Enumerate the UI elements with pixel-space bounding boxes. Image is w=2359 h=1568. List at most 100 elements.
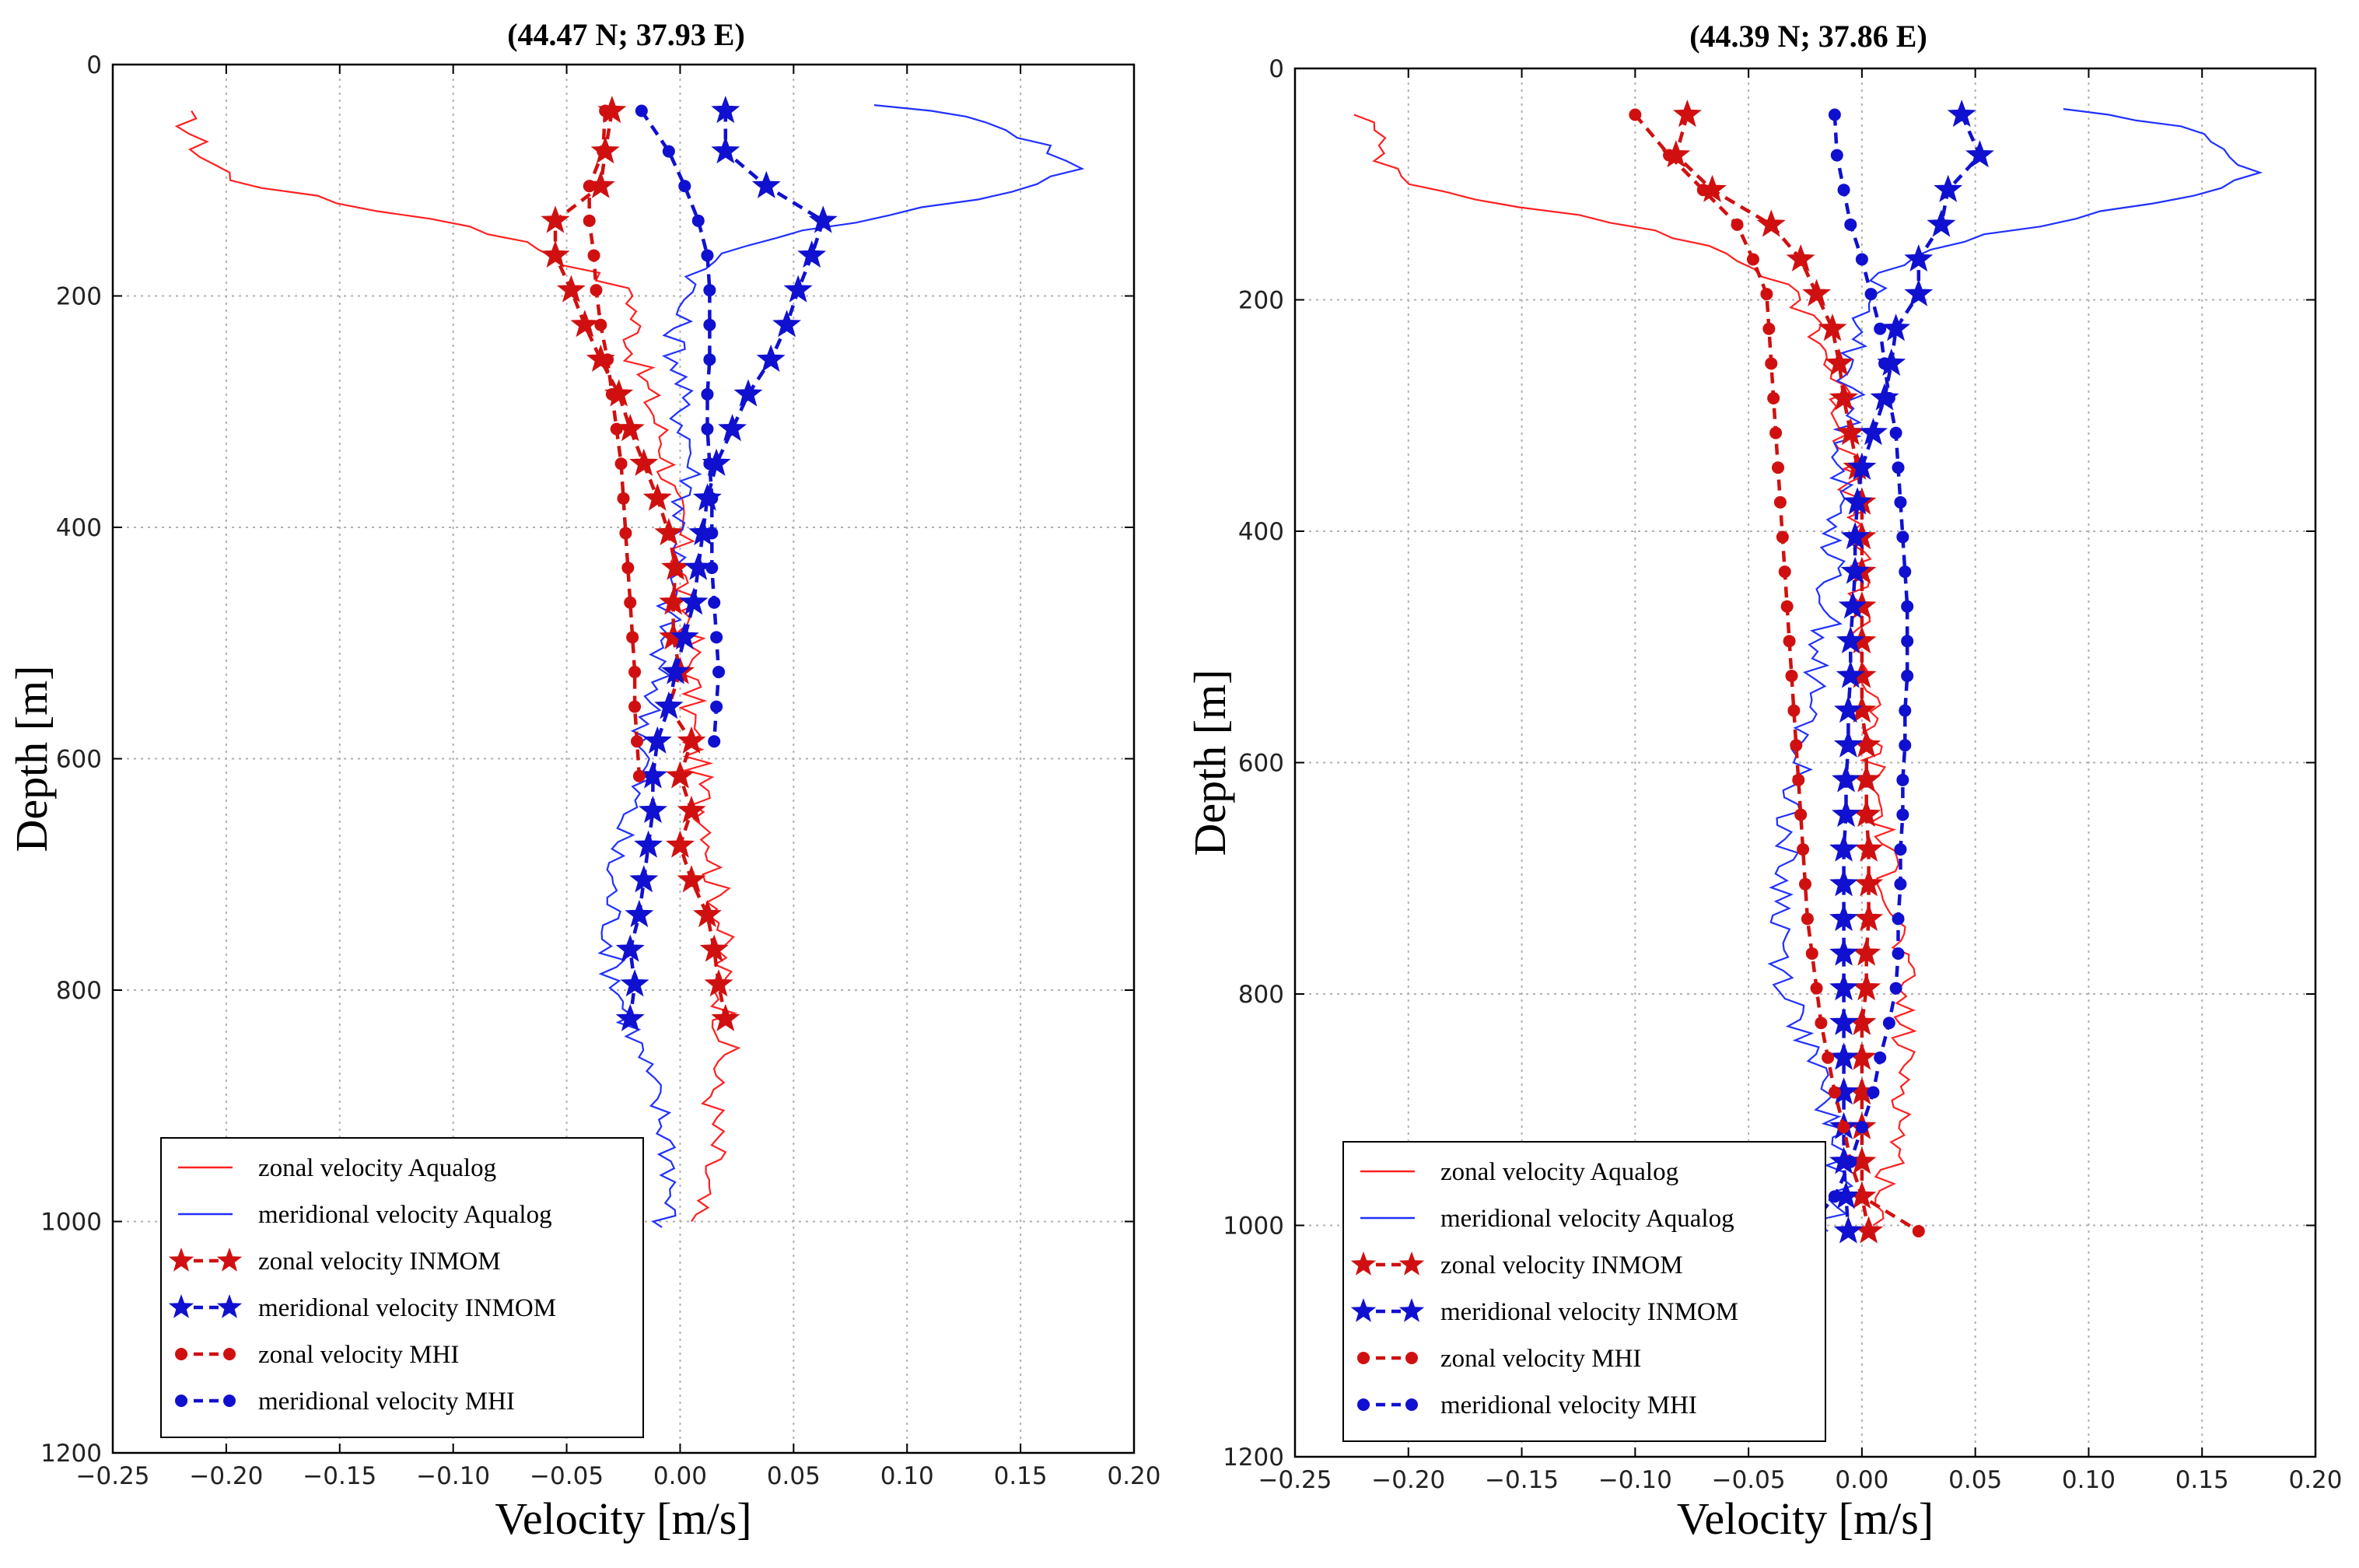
x-tick-label: −0.20 bbox=[189, 1462, 263, 1490]
chart-title: (44.47 N; 37.93 E) bbox=[507, 17, 745, 52]
series-zonal-velocity-mhi bbox=[1629, 108, 1925, 1237]
data-point-star bbox=[679, 587, 709, 615]
legend-star-marker bbox=[1350, 1251, 1377, 1276]
data-point-star bbox=[1836, 660, 1865, 688]
chart-panel-right: −0.25 −0.20 −0.15 −0.10 −0.05 0.00 0.05 0.10 0.1… bbox=[1185, 19, 2343, 1544]
legend-dot-marker bbox=[1357, 1352, 1370, 1364]
data-point-star bbox=[629, 448, 659, 476]
legend-star-marker bbox=[1350, 1298, 1377, 1322]
x-tick-label: 0.00 bbox=[1835, 1466, 1888, 1494]
data-point-dot bbox=[703, 318, 716, 331]
data-point-dot bbox=[601, 353, 614, 366]
y-tick-label: 1000 bbox=[1223, 1213, 1284, 1241]
data-point-star bbox=[1965, 140, 1994, 168]
data-point-star bbox=[772, 310, 802, 338]
data-point-star bbox=[1829, 383, 1859, 411]
data-point-star bbox=[541, 240, 570, 268]
series-meridional-velocity-aqualog bbox=[597, 104, 1085, 1228]
legend-item: meridional velocity MHI bbox=[1357, 1391, 1697, 1419]
data-point-dot bbox=[1855, 1190, 1868, 1203]
data-point-dot bbox=[701, 387, 714, 401]
data-point-star bbox=[808, 205, 838, 233]
dashed-line bbox=[1804, 114, 1909, 1233]
data-point-star bbox=[1927, 209, 1956, 237]
legend-label: zonal velocity Aqualog bbox=[1440, 1158, 1678, 1186]
legend-star-marker bbox=[1398, 1251, 1425, 1276]
data-point-dot bbox=[1837, 1121, 1850, 1134]
data-point-star bbox=[1829, 938, 1859, 966]
data-point-dot bbox=[583, 180, 596, 193]
x-tick-label: −0.05 bbox=[530, 1462, 604, 1490]
legend-box bbox=[160, 1137, 644, 1438]
data-point-dot bbox=[705, 492, 719, 505]
data-point-dot bbox=[1780, 600, 1794, 613]
data-point-dot bbox=[1892, 912, 1905, 926]
x-tick-label: 0.05 bbox=[1948, 1466, 2002, 1494]
data-point-dot bbox=[583, 214, 596, 227]
data-point-star bbox=[751, 170, 781, 198]
data-point-dot bbox=[1822, 1051, 1835, 1064]
data-point-dot bbox=[1828, 1086, 1841, 1099]
legend-star-marker bbox=[168, 1294, 194, 1318]
data-point-dot bbox=[610, 422, 623, 436]
data-point-dot bbox=[619, 527, 632, 540]
data-point-star bbox=[1833, 695, 1863, 723]
data-point-dot bbox=[1801, 912, 1814, 926]
data-point-star bbox=[692, 899, 722, 928]
data-point-star bbox=[661, 656, 691, 684]
legend-dot-marker bbox=[175, 1395, 187, 1407]
legend-item: zonal velocity INMOM bbox=[168, 1248, 501, 1276]
x-tick-label: −0.10 bbox=[1598, 1466, 1672, 1494]
data-point-star bbox=[1934, 174, 1963, 202]
data-point-dot bbox=[1828, 1190, 1841, 1203]
data-point-dot bbox=[1762, 322, 1776, 335]
data-point-dot bbox=[1830, 149, 1843, 162]
data-point-dot bbox=[1696, 184, 1710, 197]
series-meridional-velocity-mhi bbox=[1799, 108, 1914, 1237]
data-point-star bbox=[1854, 869, 1884, 897]
data-point-dot bbox=[1773, 495, 1787, 509]
data-point-star bbox=[1843, 487, 1872, 515]
data-point-star bbox=[654, 517, 684, 546]
data-point-star bbox=[711, 136, 740, 164]
data-point-star bbox=[1802, 278, 1832, 306]
data-point-star bbox=[638, 795, 667, 824]
data-point-dot bbox=[1894, 843, 1907, 856]
legend-star-marker bbox=[216, 1294, 243, 1318]
x-axis-label: Velocity [m/s] bbox=[495, 1493, 751, 1544]
data-point-star bbox=[677, 795, 706, 824]
data-point-star bbox=[1904, 243, 1934, 272]
data-point-star bbox=[620, 969, 649, 997]
data-point-dot bbox=[1901, 669, 1914, 682]
x-tick-label: −0.15 bbox=[1485, 1466, 1559, 1494]
x-tick-label: 0.10 bbox=[2062, 1466, 2116, 1494]
data-point-star bbox=[1840, 556, 1870, 584]
legend-dot-marker bbox=[223, 1395, 236, 1407]
data-point-dot bbox=[1882, 391, 1895, 404]
data-point-dot bbox=[597, 145, 610, 158]
legend-item: meridional velocity INMOM bbox=[168, 1294, 556, 1322]
data-point-dot bbox=[708, 596, 721, 609]
data-point-dot bbox=[1882, 1017, 1895, 1030]
data-point-dot bbox=[1760, 288, 1773, 301]
data-point-star bbox=[1904, 278, 1934, 306]
data-point-dot bbox=[1899, 739, 1912, 752]
data-point-dot bbox=[1799, 877, 1811, 891]
legend-star-marker bbox=[1398, 1298, 1425, 1322]
data-point-dot bbox=[1663, 149, 1676, 162]
x-tick-label: −0.20 bbox=[1371, 1466, 1445, 1494]
legend-box bbox=[1342, 1141, 1826, 1442]
series-meridional-velocity-aqualog bbox=[1767, 108, 2263, 1232]
data-point-dot bbox=[635, 104, 648, 117]
data-point-star bbox=[570, 310, 600, 338]
x-tick-label: 0.05 bbox=[767, 1462, 821, 1490]
data-point-dot bbox=[1772, 461, 1785, 474]
data-point-star bbox=[634, 830, 663, 858]
legend-item: meridional velocity INMOM bbox=[1350, 1298, 1738, 1326]
data-point-star bbox=[1833, 1216, 1863, 1244]
data-point-star bbox=[1881, 313, 1911, 341]
data-point-star bbox=[1786, 243, 1815, 272]
legend-label: zonal velocity MHI bbox=[1440, 1345, 1641, 1373]
data-point-star bbox=[1825, 348, 1854, 376]
data-point-star bbox=[1829, 834, 1859, 862]
